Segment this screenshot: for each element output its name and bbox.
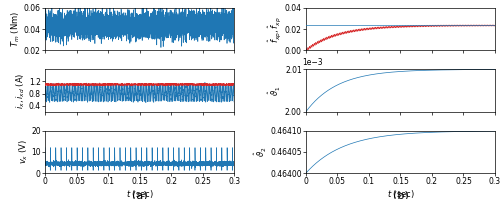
- X-axis label: $t$ (sec): $t$ (sec): [126, 188, 154, 199]
- Text: (a): (a): [132, 190, 148, 199]
- Y-axis label: $\hat{\vartheta}_1$: $\hat{\vartheta}_1$: [268, 85, 283, 96]
- Y-axis label: $\hat{\vartheta}_2$: $\hat{\vartheta}_2$: [252, 147, 268, 157]
- Text: (b): (b): [392, 190, 408, 199]
- Y-axis label: $v_x$ (V): $v_x$ (V): [18, 139, 30, 164]
- X-axis label: $t$ (sec): $t$ (sec): [386, 188, 414, 199]
- Y-axis label: $i_x, i_{xd}$ (A): $i_x, i_{xd}$ (A): [15, 72, 28, 109]
- Y-axis label: $\hat{f}_{xp}, \hat{f}_{xp}$: $\hat{f}_{xp}, \hat{f}_{xp}$: [266, 16, 283, 43]
- Y-axis label: $T_m$ (Nm): $T_m$ (Nm): [10, 11, 22, 47]
